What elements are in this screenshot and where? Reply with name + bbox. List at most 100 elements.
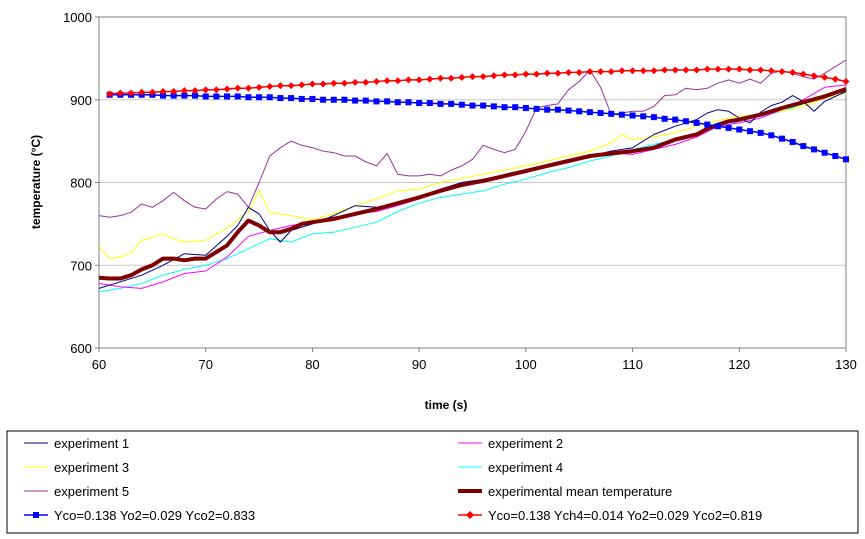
data-point xyxy=(554,69,562,77)
data-point xyxy=(704,121,711,128)
data-point xyxy=(618,111,625,118)
data-point xyxy=(693,66,701,74)
legend-label: experiment 1 xyxy=(54,436,129,451)
legend-item: experiment 5 xyxy=(24,484,129,499)
data-point xyxy=(799,70,807,78)
legend-label: experiment 2 xyxy=(488,436,563,451)
legend-item: Yco=0.138 Yo2=0.029 Yco2=0.833 xyxy=(24,508,255,523)
data-point xyxy=(320,96,327,103)
y-tick-label: 700 xyxy=(70,258,92,273)
data-point xyxy=(543,69,551,77)
series-2 xyxy=(98,84,847,289)
data-point xyxy=(736,126,743,133)
data-point xyxy=(714,123,721,130)
y-tick-label: 1000 xyxy=(63,10,92,25)
series-7 xyxy=(106,91,849,163)
legend: experiment 1 experiment 2 experiment 3 expe… xyxy=(6,430,859,534)
data-point xyxy=(341,96,348,103)
data-point xyxy=(778,68,786,76)
data-point xyxy=(426,100,433,107)
data-point xyxy=(512,104,519,111)
series-line xyxy=(109,68,847,95)
data-point xyxy=(383,77,391,85)
data-point xyxy=(192,92,199,99)
data-point xyxy=(308,80,316,88)
y-axis-title: temperature (°C) xyxy=(29,135,43,229)
data-point xyxy=(597,109,604,116)
data-point xyxy=(330,96,337,103)
data-point xyxy=(384,98,391,105)
data-point xyxy=(415,76,423,84)
data-point xyxy=(671,66,679,74)
series-3 xyxy=(98,92,847,260)
data-point xyxy=(618,67,626,75)
data-point xyxy=(501,71,509,79)
x-tick-label: 110 xyxy=(622,357,643,372)
data-point xyxy=(181,92,188,99)
data-point xyxy=(213,93,220,100)
data-point xyxy=(437,100,444,107)
data-point xyxy=(800,143,807,150)
data-point xyxy=(703,65,711,73)
data-point xyxy=(757,66,765,74)
data-point xyxy=(202,86,210,94)
data-point xyxy=(256,94,263,101)
data-point xyxy=(490,103,497,110)
data-point xyxy=(522,70,530,78)
data-point xyxy=(661,115,668,122)
x-tick-label: 70 xyxy=(198,357,212,372)
data-point xyxy=(447,74,455,82)
data-point xyxy=(159,87,167,95)
data-point xyxy=(394,99,401,106)
data-point xyxy=(778,135,785,142)
data-point xyxy=(693,119,700,126)
data-point xyxy=(288,95,295,102)
data-point xyxy=(842,78,850,86)
data-point xyxy=(490,72,498,80)
data-point xyxy=(202,93,209,100)
data-point xyxy=(629,67,637,75)
data-point xyxy=(298,81,306,89)
data-point xyxy=(404,76,412,84)
data-point xyxy=(661,66,669,74)
data-point xyxy=(789,68,797,76)
y-tick-label: 800 xyxy=(70,176,92,191)
data-point xyxy=(372,78,380,86)
data-point xyxy=(436,74,444,82)
data-point xyxy=(522,105,529,112)
legend-label: Yco=0.138 Ych4=0.014 Yo2=0.029 Yco2=0.81… xyxy=(488,508,762,523)
x-tick-label: 60 xyxy=(92,357,106,372)
data-point xyxy=(448,100,455,107)
data-point xyxy=(554,106,561,113)
data-point xyxy=(650,114,657,121)
series-8 xyxy=(106,65,850,98)
x-axis-title: time (s) xyxy=(425,398,468,412)
data-point xyxy=(180,87,188,95)
data-point xyxy=(480,102,487,109)
data-point xyxy=(458,101,465,108)
data-point xyxy=(469,73,476,81)
legend-label: experiment 3 xyxy=(54,460,129,475)
data-point xyxy=(244,84,252,92)
data-point xyxy=(266,83,274,91)
data-point xyxy=(170,92,177,99)
series-line xyxy=(98,84,847,289)
data-point xyxy=(533,105,540,112)
y-tick-label: 900 xyxy=(70,93,92,108)
data-point xyxy=(362,78,370,86)
data-point xyxy=(810,146,817,153)
series-5 xyxy=(98,59,847,218)
plot-area xyxy=(98,16,850,349)
data-point xyxy=(640,113,647,120)
data-point xyxy=(127,89,135,97)
y-tick-label: 600 xyxy=(70,341,92,356)
axes: time (s) temperature (°C) 600 700 800 900 10… xyxy=(29,10,857,412)
legend-marker xyxy=(466,511,474,519)
series-line xyxy=(109,94,847,161)
data-point xyxy=(138,88,146,96)
data-point xyxy=(607,68,615,76)
data-point xyxy=(768,132,775,139)
data-point xyxy=(832,153,839,160)
data-point xyxy=(576,108,583,115)
